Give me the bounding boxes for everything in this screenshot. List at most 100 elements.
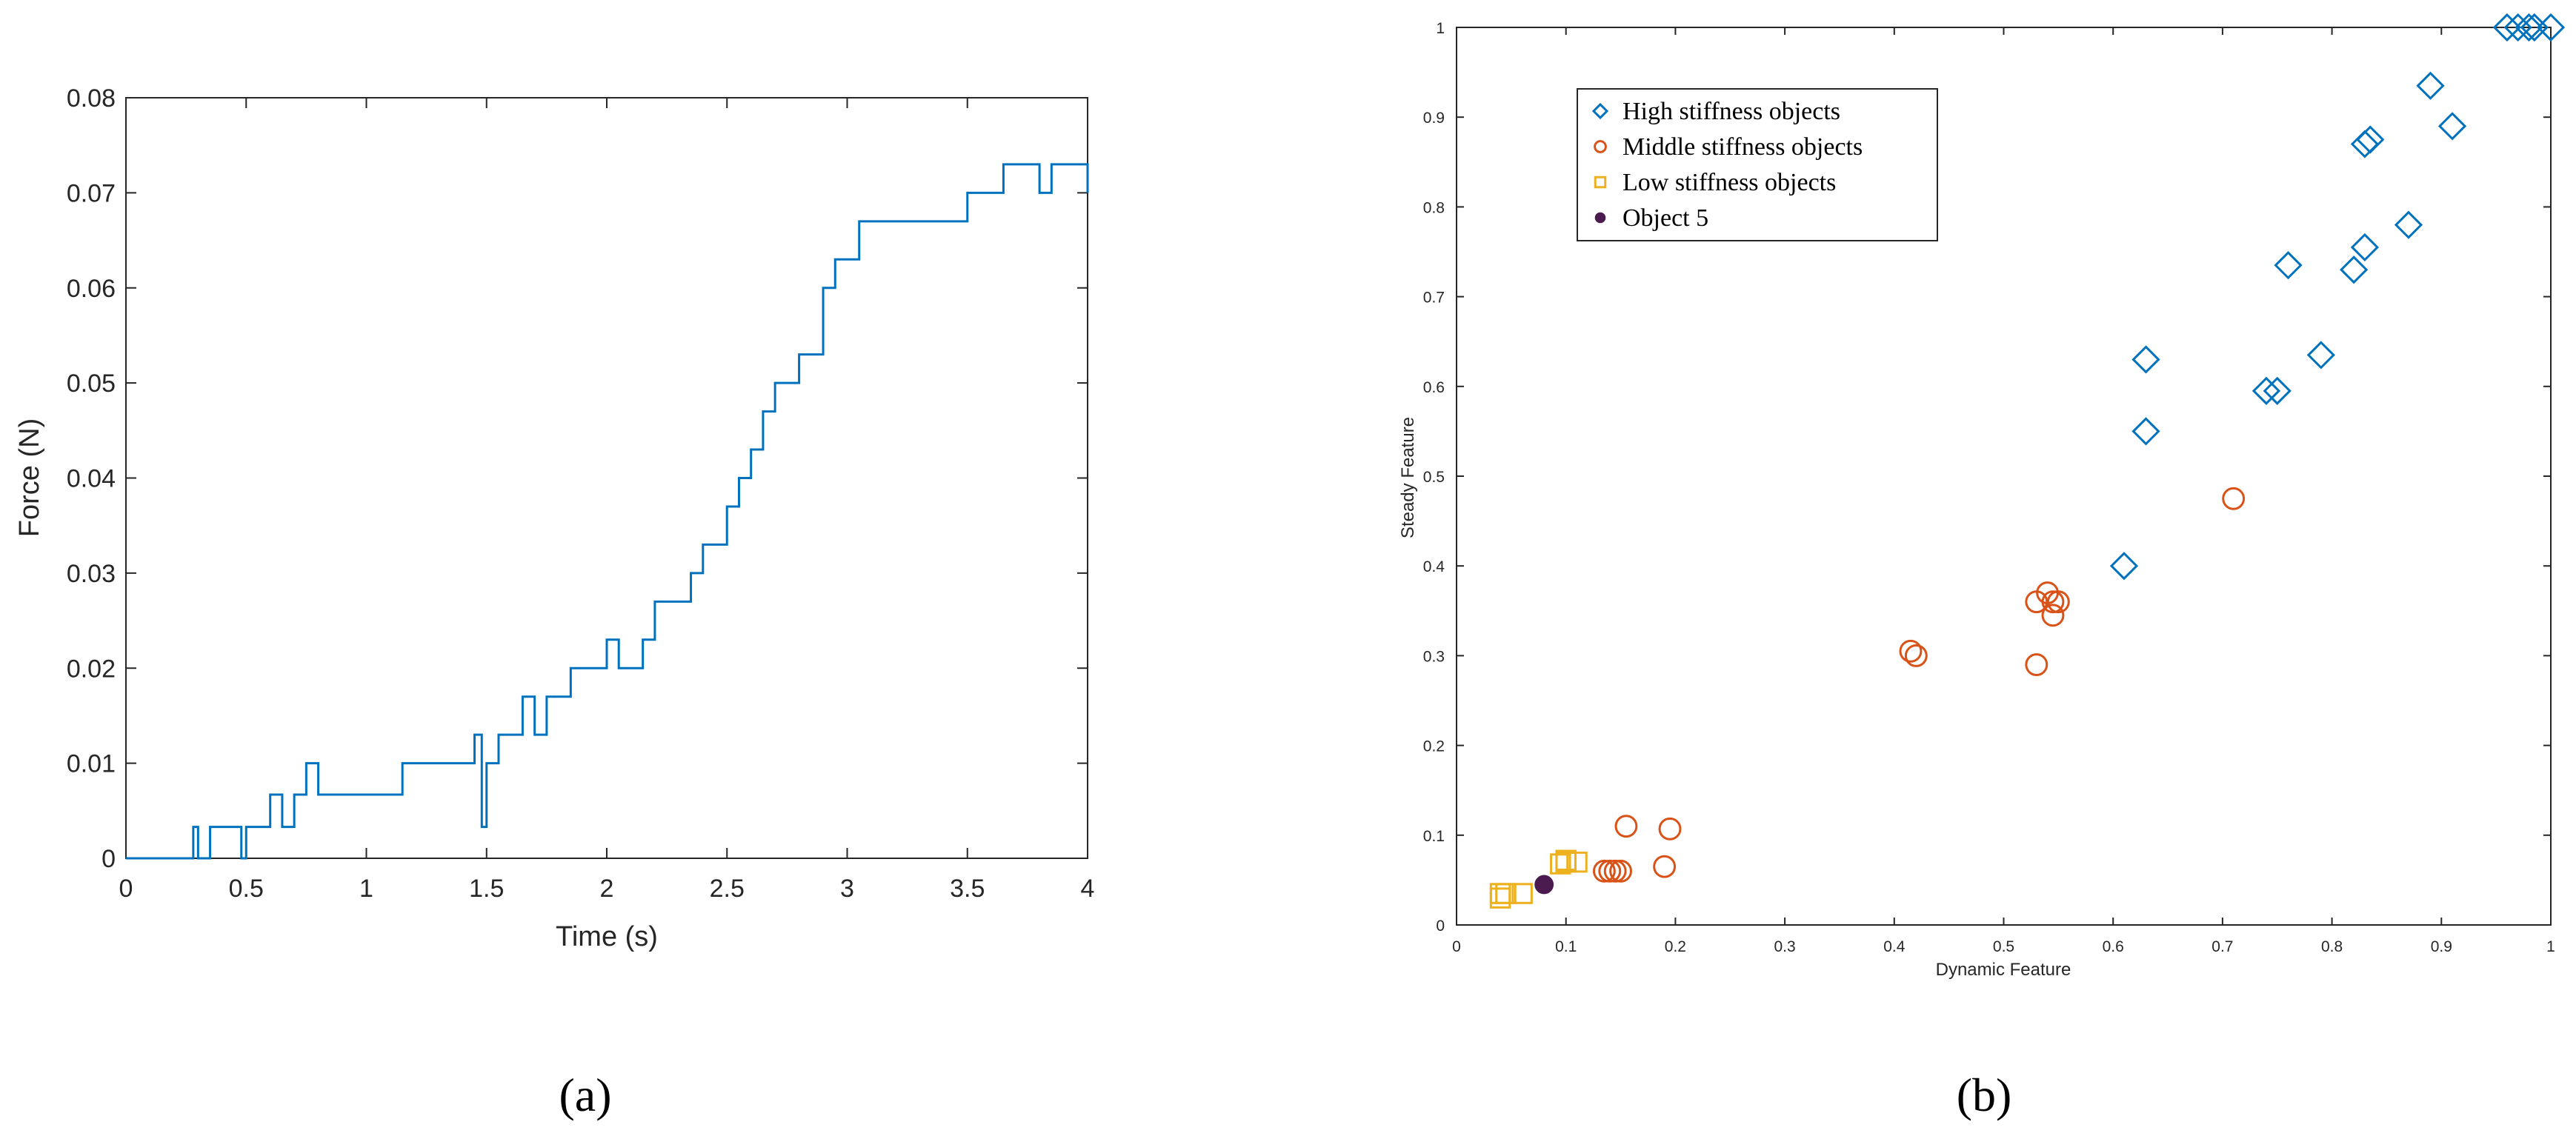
y-tick-label: 0.4	[1423, 558, 1445, 575]
y-tick-label: 0.07	[67, 179, 116, 207]
data-point	[2046, 590, 2070, 614]
legend-label: Object 5	[1623, 204, 1708, 232]
data-point	[2350, 233, 2380, 262]
panel-a-x-axis-label: Time (s)	[556, 921, 658, 952]
panel-a-plot-frame	[125, 97, 1088, 859]
x-tick-label: 0	[119, 875, 133, 903]
legend-label: Middle stiffness objects	[1623, 133, 1863, 161]
x-tick-label: 0.7	[2211, 938, 2233, 955]
data-point	[1658, 817, 1682, 841]
data-point	[2251, 376, 2281, 405]
data-point	[2515, 13, 2543, 42]
panel-b-scatter-chart: 0 0.1 0.2 0.3 0.4 0.5 0.6 0.7 0.8 0.9 1 0 0.1 0.2 0.3 0…	[1398, 13, 2566, 1121]
data-point	[2356, 125, 2385, 154]
x-tick-label: 1.5	[469, 875, 504, 903]
data-point	[2025, 653, 2049, 676]
data-point	[1653, 855, 1677, 878]
y-tick-label: 0.06	[67, 275, 116, 303]
x-tick-label: 2	[600, 875, 614, 903]
data-point	[1609, 859, 1632, 883]
data-point	[2394, 210, 2423, 239]
data-point	[1566, 851, 1588, 873]
legend-marker	[1594, 212, 1606, 224]
y-tick-label: 0.9	[1423, 110, 1445, 127]
y-tick-label: 0.7	[1423, 290, 1445, 307]
panel-a-force-line	[126, 163, 1089, 860]
data-point	[2536, 13, 2566, 42]
data-point	[2416, 71, 2445, 100]
x-tick-label: 4	[1081, 875, 1095, 903]
data-point	[2437, 112, 2467, 141]
x-tick-label: 0.8	[2321, 938, 2343, 955]
y-tick-label: 0.08	[67, 84, 116, 113]
y-tick-label: 0.03	[67, 560, 116, 588]
data-point	[2263, 376, 2292, 405]
series-filled-circle	[1534, 875, 1554, 895]
panel-b-x-axis-label: Dynamic Feature	[1936, 960, 2071, 980]
legend-label: High stiffness objects	[1623, 98, 1840, 125]
y-tick-label: 1	[1436, 20, 1445, 37]
y-tick-label: 0.04	[67, 465, 116, 493]
data-point	[2274, 251, 2303, 280]
legend-box	[1577, 88, 1938, 241]
x-tick-label: 0.2	[1665, 938, 1686, 955]
series-diamond	[2109, 13, 2566, 581]
data-point	[1592, 859, 1616, 883]
x-tick-label: 0.6	[2103, 938, 2124, 955]
panel-a-ticks: 0 0.5 1 1.5 2 2.5 3 3.5 4 0 0.01 0.02 0.03 0.04 0.05 0.…	[67, 84, 1095, 903]
panel-a-caption: (a)	[559, 1069, 611, 1121]
data-point	[2306, 341, 2335, 370]
legend-marker	[1594, 140, 1607, 153]
x-tick-label: 0.4	[1883, 938, 1906, 955]
x-tick-label: 1	[359, 875, 373, 903]
data-point	[2109, 552, 2139, 581]
data-point	[1511, 883, 1533, 904]
y-tick-label: 0.3	[1423, 648, 1445, 665]
panel-b-ticks: 0 0.1 0.2 0.3 0.4 0.5 0.6 0.7 0.8 0.9 1 0 0.1 0.2 0.3 0…	[1423, 20, 2555, 955]
data-point	[1534, 875, 1554, 895]
data-point	[2340, 255, 2369, 284]
data-point	[1899, 639, 1923, 663]
panel-a-y-axis-label: Force (N)	[14, 418, 45, 537]
data-point	[2041, 604, 2065, 627]
data-point	[1603, 859, 1627, 883]
data-point	[1904, 644, 1928, 667]
y-tick-label: 0.01	[67, 750, 116, 778]
legend-marker	[1594, 176, 1607, 189]
x-tick-label: 1	[2546, 938, 2555, 955]
x-tick-label: 0.1	[1555, 938, 1577, 955]
y-tick-label: 0.05	[67, 370, 116, 398]
legend-marker	[1591, 102, 1609, 120]
series-square	[1489, 849, 1588, 909]
y-tick-label: 0	[1436, 918, 1445, 935]
legend-label: Low stiffness objects	[1623, 169, 1836, 196]
data-point	[1598, 859, 1622, 883]
x-tick-label: 3.5	[950, 875, 985, 903]
y-tick-label: 0.2	[1423, 738, 1445, 755]
data-point	[2131, 345, 2160, 374]
y-tick-label: 0.1	[1423, 828, 1445, 845]
data-point	[2222, 487, 2246, 510]
panel-b-y-axis-label: Steady Feature	[1398, 417, 1418, 538]
x-tick-label: 2.5	[710, 875, 745, 903]
y-tick-label: 0	[101, 845, 116, 873]
y-tick-label: 0.5	[1423, 469, 1445, 486]
y-tick-label: 0.6	[1423, 379, 1445, 396]
panel-b-legend: High stiffness objects Middle stiffness o…	[1577, 88, 1938, 241]
x-tick-label: 0	[1452, 938, 1461, 955]
y-tick-label: 0.02	[67, 655, 116, 683]
x-tick-label: 0.3	[1774, 938, 1795, 955]
x-tick-label: 0.5	[229, 875, 264, 903]
series-circle	[1592, 487, 2246, 883]
y-tick-label: 0.8	[1423, 199, 1445, 216]
data-point	[1550, 853, 1571, 875]
data-point	[1555, 849, 1577, 871]
x-tick-label: 0.5	[1993, 938, 2014, 955]
data-point	[2492, 13, 2522, 42]
data-point	[2131, 417, 2160, 446]
data-point	[1614, 815, 1638, 838]
data-point	[1495, 883, 1517, 904]
x-tick-label: 0.9	[2431, 938, 2452, 955]
x-tick-label: 3	[840, 875, 854, 903]
